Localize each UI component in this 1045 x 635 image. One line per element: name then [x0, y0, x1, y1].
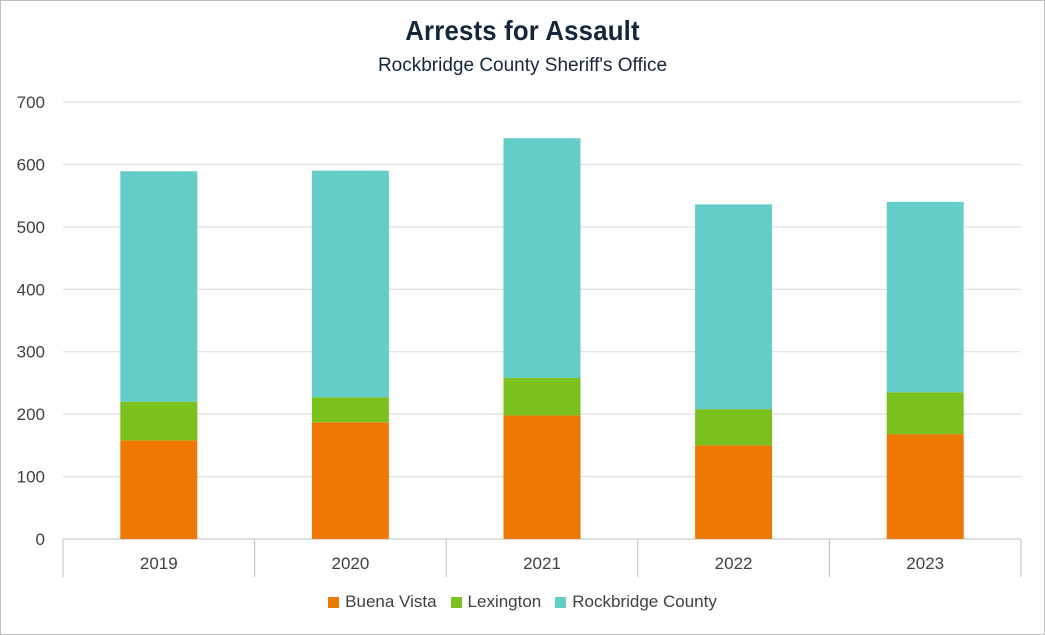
legend-swatch-rockbridge-county — [555, 596, 567, 608]
legend-item-rockbridge-county: Rockbridge County — [555, 592, 717, 612]
legend-swatch-lexington — [450, 596, 462, 608]
bar-rockbridge-county-2021 — [503, 138, 581, 378]
bar-rockbridge-county-2020 — [311, 170, 389, 398]
bar-lexington-2021 — [503, 377, 581, 416]
y-tick-label-600: 600 — [17, 155, 45, 174]
x-tick-label-2019: 2019 — [140, 554, 178, 573]
legend-label-lexington: Lexington — [467, 592, 542, 611]
chart-legend: Buena Vista Lexington Rockbridge County — [0, 592, 1045, 612]
x-tick-label-2020: 2020 — [331, 554, 369, 573]
y-tick-label-400: 400 — [17, 280, 45, 299]
bar-buena-vista-2022 — [695, 445, 773, 539]
bar-buena-vista-2021 — [503, 415, 581, 539]
y-tick-label-500: 500 — [17, 218, 45, 237]
legend-swatch-buena-vista — [328, 596, 340, 608]
legend-item-buena-vista: Buena Vista — [328, 592, 437, 612]
bar-lexington-2019 — [120, 401, 198, 441]
y-tick-label-700: 700 — [17, 93, 45, 112]
bar-lexington-2022 — [695, 409, 773, 446]
x-tick-label-2022: 2022 — [715, 554, 753, 573]
x-tick-label-2021: 2021 — [523, 554, 561, 573]
bar-lexington-2023 — [886, 392, 964, 435]
chart-title: Arrests for Assault — [405, 15, 640, 46]
chart-subtitle: Rockbridge County Sheriff's Office — [377, 55, 668, 76]
legend-item-lexington: Lexington — [450, 592, 542, 612]
legend-label-buena-vista: Buena Vista — [345, 592, 437, 611]
y-tick-label-300: 300 — [17, 343, 45, 362]
bar-rockbridge-county-2023 — [886, 201, 964, 393]
bar-buena-vista-2023 — [886, 434, 964, 539]
y-tick-label-0: 0 — [36, 530, 45, 549]
bar-rockbridge-county-2019 — [120, 171, 198, 402]
bar-buena-vista-2020 — [311, 422, 389, 539]
y-tick-label-100: 100 — [17, 468, 45, 487]
x-tick-label-2023: 2023 — [906, 554, 944, 573]
y-tick-label-200: 200 — [17, 405, 45, 424]
bar-lexington-2020 — [311, 397, 389, 423]
legend-label-rockbridge-county: Rockbridge County — [572, 592, 717, 611]
bar-rockbridge-county-2022 — [695, 204, 773, 410]
bar-buena-vista-2019 — [120, 440, 198, 539]
